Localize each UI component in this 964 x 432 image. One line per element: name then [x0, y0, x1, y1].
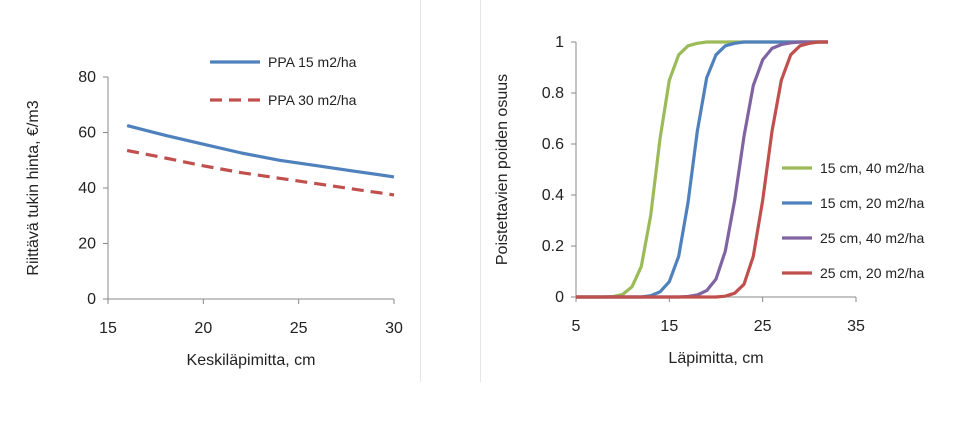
y-tick-label: 40 [78, 180, 96, 197]
y-tick-label: 0.2 [542, 238, 564, 255]
x-tick-label: 25 [290, 320, 308, 337]
y-tick-label: 1 [555, 34, 564, 51]
y-tick-label: 60 [78, 125, 96, 142]
y-axis-title: Poistettavien poiden osuus [494, 74, 511, 265]
x-tick-label: 5 [572, 318, 581, 335]
series-line-4 [576, 40, 828, 299]
y-tick-label: 0.4 [542, 187, 564, 204]
y-tick-label: 0 [555, 289, 564, 306]
x-tick-label: 15 [660, 318, 678, 335]
y-tick-label: 0.8 [542, 85, 564, 102]
x-axis-title: Keskiläpimitta, cm [187, 352, 316, 369]
legend-label-3: 25 cm, 40 m2/ha [820, 230, 924, 246]
x-tick-label: 30 [385, 320, 403, 337]
x-tick-label: 25 [754, 318, 772, 335]
series-line-2 [126, 148, 395, 197]
chart-left-svg: 0 20 40 60 80 15 20 25 30 Keskiläpimitta, cm Riitt… [25, 54, 403, 369]
x-tick-label: 35 [847, 318, 865, 335]
y-axis-title: Riittävä tukin hinta, €/m3 [25, 100, 42, 275]
x-tick-label: 15 [99, 320, 117, 337]
legend-label-1: PPA 15 m2/ha [268, 54, 357, 70]
chart-panel-right: 0 0.2 0.4 0.6 0.8 1 5 15 25 35 Läpimitta, cm Poiste… [480, 0, 964, 382]
legend-label-2: PPA 30 m2/ha [268, 92, 357, 108]
y-tick-label: 20 [78, 236, 96, 253]
legend-label-4: 25 cm, 20 m2/ha [820, 265, 924, 281]
y-tick-label: 0.6 [542, 136, 564, 153]
series-line-1 [126, 124, 395, 179]
x-axis-title: Läpimitta, cm [668, 350, 763, 367]
y-tick-label: 0 [87, 291, 96, 308]
x-tick-label: 20 [194, 320, 212, 337]
legend-label-2: 15 cm, 20 m2/ha [820, 195, 924, 211]
legend-label-1: 15 cm, 40 m2/ha [820, 160, 924, 176]
chart-panel-left: 0 20 40 60 80 15 20 25 30 Keskiläpimitta, cm Riitt… [14, 0, 421, 382]
y-tick-label: 80 [78, 69, 96, 86]
